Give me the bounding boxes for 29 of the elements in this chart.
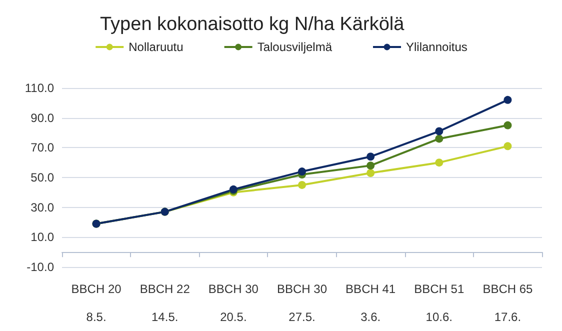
point bbox=[366, 169, 375, 178]
legend-label: Talousviljelmä bbox=[257, 40, 332, 54]
y-tick-label: -10.0 bbox=[26, 260, 54, 274]
x-tick-label: BBCH 41 3.6. bbox=[346, 282, 396, 324]
point bbox=[366, 162, 375, 170]
point bbox=[435, 134, 444, 143]
x-tick-label: BBCH 30 27.5. bbox=[276, 282, 328, 324]
x-tick-label: BBCH 30 20.5. bbox=[208, 282, 259, 324]
point bbox=[504, 96, 512, 104]
y-tick-label: 30.0 bbox=[30, 200, 54, 214]
x-tick-label: BBCH 65 17.6. bbox=[482, 282, 534, 324]
point bbox=[298, 168, 306, 176]
point bbox=[298, 180, 306, 189]
y-tick-label: 110.0 bbox=[24, 81, 54, 95]
y-tick-label: 90.0 bbox=[30, 110, 54, 125]
y-tick-label: 70.0 bbox=[30, 140, 54, 155]
x-tick-label: BBCH 20 8.5. bbox=[71, 282, 122, 324]
point bbox=[504, 142, 512, 150]
y-tick-label: 10.0 bbox=[30, 230, 54, 244]
point bbox=[366, 152, 375, 161]
point bbox=[504, 121, 512, 130]
legend-label: Ylilannoitus bbox=[406, 40, 468, 54]
point bbox=[435, 127, 444, 136]
y-tick-label: 50.0 bbox=[30, 170, 54, 184]
x-tick-label: BBCH 22 14.5. bbox=[140, 282, 190, 324]
legend-label: Nollaruutu bbox=[128, 40, 184, 54]
x-tick-label: BBCH 51 10.6. bbox=[414, 282, 464, 324]
chart-title: Typen kokonaisotto kg N/ha Kärkölä bbox=[100, 14, 405, 35]
point bbox=[435, 158, 444, 167]
